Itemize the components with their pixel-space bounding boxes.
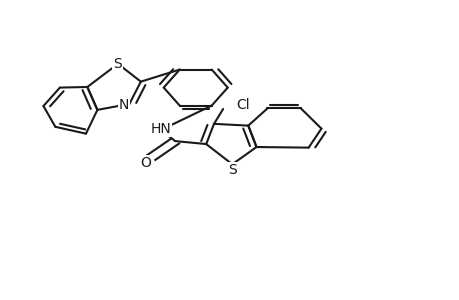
Text: S: S: [113, 57, 122, 71]
Text: S: S: [227, 163, 236, 177]
Text: Cl: Cl: [235, 98, 249, 112]
Text: O: O: [140, 156, 151, 170]
Text: HN: HN: [150, 122, 170, 136]
Text: N: N: [118, 98, 129, 112]
